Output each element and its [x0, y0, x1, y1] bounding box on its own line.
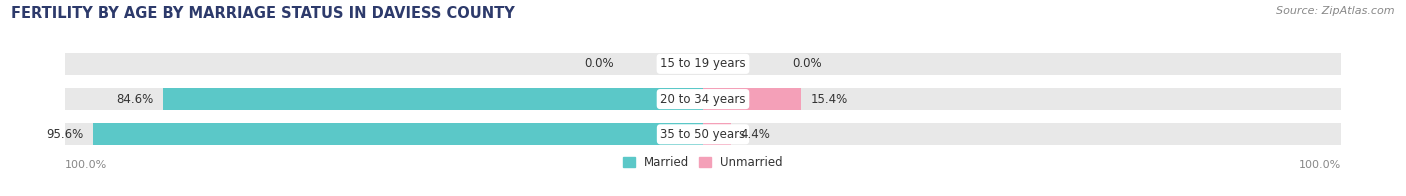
Bar — [703, 123, 1341, 145]
Text: 20 to 34 years: 20 to 34 years — [661, 93, 745, 106]
Text: 100.0%: 100.0% — [1299, 160, 1341, 170]
Text: 0.0%: 0.0% — [793, 57, 823, 70]
Text: 15.4%: 15.4% — [811, 93, 848, 106]
Text: 84.6%: 84.6% — [117, 93, 153, 106]
Bar — [65, 123, 703, 145]
Bar — [703, 123, 731, 145]
Text: 95.6%: 95.6% — [46, 128, 83, 141]
Bar — [93, 123, 703, 145]
Bar — [163, 88, 703, 110]
Bar — [65, 53, 703, 75]
Text: 35 to 50 years: 35 to 50 years — [661, 128, 745, 141]
Bar — [65, 88, 703, 110]
Text: 15 to 19 years: 15 to 19 years — [661, 57, 745, 70]
Legend: Married, Unmarried: Married, Unmarried — [623, 156, 783, 169]
Text: Source: ZipAtlas.com: Source: ZipAtlas.com — [1277, 6, 1395, 16]
Text: 100.0%: 100.0% — [65, 160, 107, 170]
Text: FERTILITY BY AGE BY MARRIAGE STATUS IN DAVIESS COUNTY: FERTILITY BY AGE BY MARRIAGE STATUS IN D… — [11, 6, 515, 21]
Bar — [703, 53, 1341, 75]
Bar — [703, 88, 1341, 110]
Text: 0.0%: 0.0% — [583, 57, 613, 70]
Bar — [703, 88, 801, 110]
Text: 4.4%: 4.4% — [741, 128, 770, 141]
